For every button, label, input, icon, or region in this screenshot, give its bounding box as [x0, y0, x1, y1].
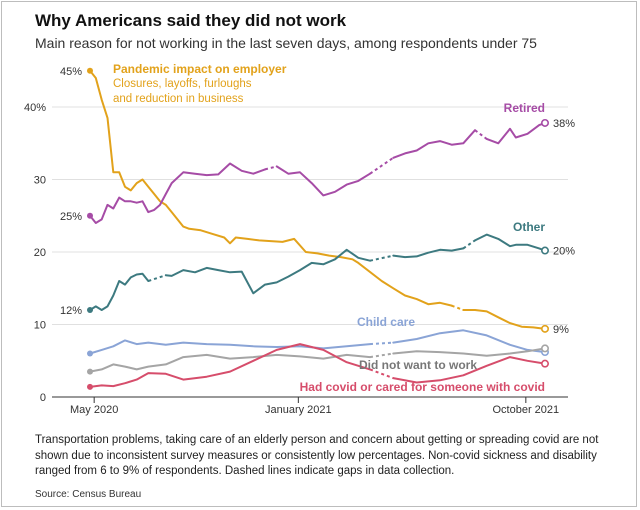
series-gap-line	[264, 165, 277, 171]
series-line	[89, 272, 150, 311]
series-line	[474, 233, 546, 252]
y-tick-label: 40%	[24, 102, 46, 114]
series-start-point	[87, 383, 93, 390]
series-end-point	[540, 344, 549, 353]
series-gap-line	[369, 341, 394, 346]
series-start-point	[87, 307, 93, 313]
series-end-point	[540, 246, 549, 255]
series-end-label: 38%	[553, 118, 575, 130]
series-gap-line	[148, 274, 167, 282]
series-gap-line	[369, 254, 394, 262]
series-gap-line	[462, 239, 476, 250]
series-start-point	[87, 350, 93, 357]
y-tick-label: 10	[34, 320, 46, 332]
series-gap-line	[369, 352, 394, 359]
series-start-point	[87, 67, 93, 74]
series-start-point	[87, 212, 93, 219]
source-note: Source: Census Bureau	[35, 489, 142, 500]
series-line	[392, 356, 546, 384]
series-end-point	[540, 118, 549, 127]
series-line	[392, 347, 546, 357]
x-tick-label: May 2020	[70, 404, 118, 416]
series-end-label: 9%	[553, 324, 569, 336]
series-start-label: 25%	[60, 211, 82, 223]
series-gap-line	[451, 304, 464, 311]
series-end-point	[540, 359, 549, 368]
page-title: Why Americans said they did not work	[35, 11, 347, 30]
x-tick-label: October 2021	[493, 404, 560, 416]
series-label: Had covid or cared for someone with covi…	[300, 380, 545, 394]
series-label: Pandemic impact on employer	[113, 62, 287, 76]
series-label: Other	[513, 220, 545, 234]
series-line	[89, 69, 453, 307]
series-gap-line	[369, 368, 394, 380]
series-sublabel: Closures, layoffs, furloughs and reductio…	[113, 78, 252, 105]
series-start-point	[87, 368, 93, 375]
series-end-label: 20%	[553, 246, 575, 258]
series-line	[89, 343, 371, 388]
series-label: Child care	[357, 315, 415, 329]
y-tick-label: 0	[40, 392, 46, 404]
series-end-point	[540, 324, 549, 333]
series-line	[392, 329, 546, 354]
series-line	[462, 309, 546, 330]
series-gap-line	[369, 156, 394, 175]
series-label: Did not want to work	[359, 358, 477, 372]
series-line	[164, 248, 371, 295]
y-tick-label: 30	[34, 175, 46, 187]
series-line	[89, 162, 266, 224]
series-start-label: 12%	[60, 305, 82, 317]
series-line	[392, 129, 476, 159]
series-label: Retired	[504, 101, 545, 115]
y-tick-label: 20	[34, 247, 46, 259]
series-line	[392, 247, 465, 259]
series-line	[89, 353, 371, 373]
footnote: Transportation problems, taking care of …	[35, 434, 599, 477]
x-tick-label: January 2021	[265, 404, 332, 416]
series-line	[275, 165, 371, 197]
series-line	[485, 122, 546, 145]
page-subtitle: Main reason for not working in the last …	[35, 35, 537, 51]
series-gap-line	[474, 129, 488, 140]
series-start-label: 45%	[60, 66, 82, 78]
